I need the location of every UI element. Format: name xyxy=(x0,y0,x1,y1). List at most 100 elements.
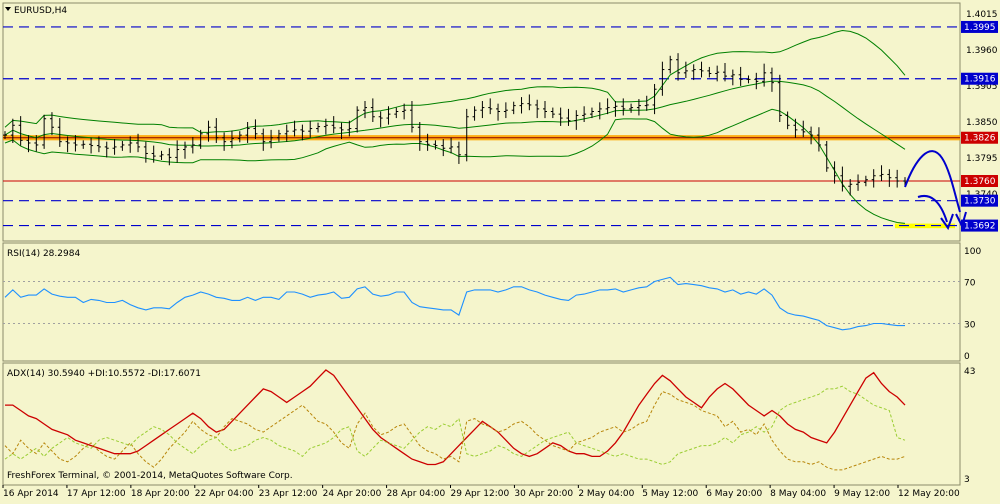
candle[interactable] xyxy=(589,107,594,119)
candle[interactable] xyxy=(120,141,125,151)
candle[interactable] xyxy=(605,98,610,115)
candle[interactable] xyxy=(433,140,438,150)
candle[interactable] xyxy=(409,101,414,133)
candle[interactable] xyxy=(284,124,289,142)
candle[interactable] xyxy=(699,61,704,78)
candle[interactable] xyxy=(417,122,422,151)
candle[interactable] xyxy=(730,69,735,86)
candle[interactable] xyxy=(871,169,876,188)
adx-line[interactable] xyxy=(5,369,906,466)
adx-pane[interactable] xyxy=(2,362,961,486)
candle[interactable] xyxy=(644,95,649,111)
candle[interactable] xyxy=(652,83,657,115)
candle[interactable] xyxy=(597,102,602,120)
candle[interactable] xyxy=(323,118,328,135)
candle[interactable] xyxy=(65,136,70,153)
candle[interactable] xyxy=(503,102,508,119)
candle[interactable] xyxy=(480,101,485,119)
candle[interactable] xyxy=(660,61,665,96)
candle[interactable] xyxy=(308,120,313,138)
candle[interactable] xyxy=(738,66,743,86)
candle[interactable] xyxy=(316,122,321,133)
candle[interactable] xyxy=(543,101,547,119)
candle[interactable] xyxy=(824,141,829,172)
candle[interactable] xyxy=(715,65,720,82)
candle[interactable] xyxy=(96,136,101,153)
candle[interactable] xyxy=(378,111,383,128)
candle[interactable] xyxy=(636,99,641,116)
candle[interactable] xyxy=(550,107,555,119)
candle[interactable] xyxy=(222,132,227,151)
candle[interactable] xyxy=(840,166,845,192)
rsi-pane[interactable] xyxy=(2,242,961,362)
candle[interactable] xyxy=(668,55,673,74)
candle[interactable] xyxy=(863,175,868,187)
candle[interactable] xyxy=(621,98,626,116)
candle[interactable] xyxy=(159,150,164,161)
candle[interactable] xyxy=(879,165,884,181)
candle[interactable] xyxy=(425,133,430,151)
candle[interactable] xyxy=(566,108,571,126)
candle[interactable] xyxy=(754,72,759,90)
candle[interactable] xyxy=(746,75,751,84)
candle[interactable] xyxy=(261,128,266,151)
candle[interactable] xyxy=(253,119,258,140)
candle[interactable] xyxy=(472,106,477,121)
candle[interactable] xyxy=(691,64,696,81)
candle[interactable] xyxy=(245,122,250,143)
candle[interactable] xyxy=(167,148,172,166)
candle[interactable] xyxy=(449,137,454,154)
candle[interactable] xyxy=(394,107,399,119)
price-pane[interactable] xyxy=(2,2,961,242)
candle[interactable] xyxy=(143,141,148,163)
candle[interactable] xyxy=(292,120,297,137)
candle[interactable] xyxy=(895,169,900,188)
candle[interactable] xyxy=(464,108,469,162)
candle[interactable] xyxy=(229,130,234,149)
candle[interactable] xyxy=(456,141,461,164)
candle[interactable] xyxy=(49,112,54,136)
candle[interactable] xyxy=(26,135,31,153)
candle[interactable] xyxy=(3,131,7,140)
candle[interactable] xyxy=(73,135,78,152)
candle[interactable] xyxy=(175,140,180,163)
candle[interactable] xyxy=(347,120,352,137)
candle[interactable] xyxy=(856,174,861,191)
candle[interactable] xyxy=(488,98,493,115)
candle[interactable] xyxy=(511,101,516,115)
candle[interactable] xyxy=(136,133,141,153)
candle[interactable] xyxy=(848,179,853,196)
candle[interactable] xyxy=(785,111,790,130)
candle[interactable] xyxy=(801,120,806,138)
candle[interactable] xyxy=(723,63,727,82)
candle[interactable] xyxy=(535,99,540,119)
candle[interactable] xyxy=(816,127,821,152)
candle[interactable] xyxy=(887,169,892,187)
candle[interactable] xyxy=(10,118,15,143)
candle[interactable] xyxy=(519,97,524,114)
candle[interactable] xyxy=(112,139,117,155)
candle[interactable] xyxy=(104,141,109,158)
candle[interactable] xyxy=(269,129,274,149)
candle[interactable] xyxy=(683,61,688,79)
candle[interactable] xyxy=(276,129,281,142)
candle[interactable] xyxy=(769,67,774,92)
candle[interactable] xyxy=(190,137,195,154)
candle[interactable] xyxy=(370,98,375,122)
candle[interactable] xyxy=(300,124,305,141)
candle[interactable] xyxy=(198,129,203,149)
dropdown-arrow-icon[interactable] xyxy=(5,7,11,11)
candle[interactable] xyxy=(496,103,501,121)
candle[interactable] xyxy=(386,106,391,125)
di-minus-line[interactable] xyxy=(4,385,906,466)
candle[interactable] xyxy=(81,140,86,149)
candle[interactable] xyxy=(331,116,336,134)
candle[interactable] xyxy=(762,63,767,87)
candle[interactable] xyxy=(57,118,62,147)
candle[interactable] xyxy=(777,74,782,122)
candle[interactable] xyxy=(42,114,47,149)
candle[interactable] xyxy=(206,120,211,142)
candle[interactable] xyxy=(793,118,798,138)
candle[interactable] xyxy=(339,122,344,140)
candle[interactable] xyxy=(214,118,219,143)
